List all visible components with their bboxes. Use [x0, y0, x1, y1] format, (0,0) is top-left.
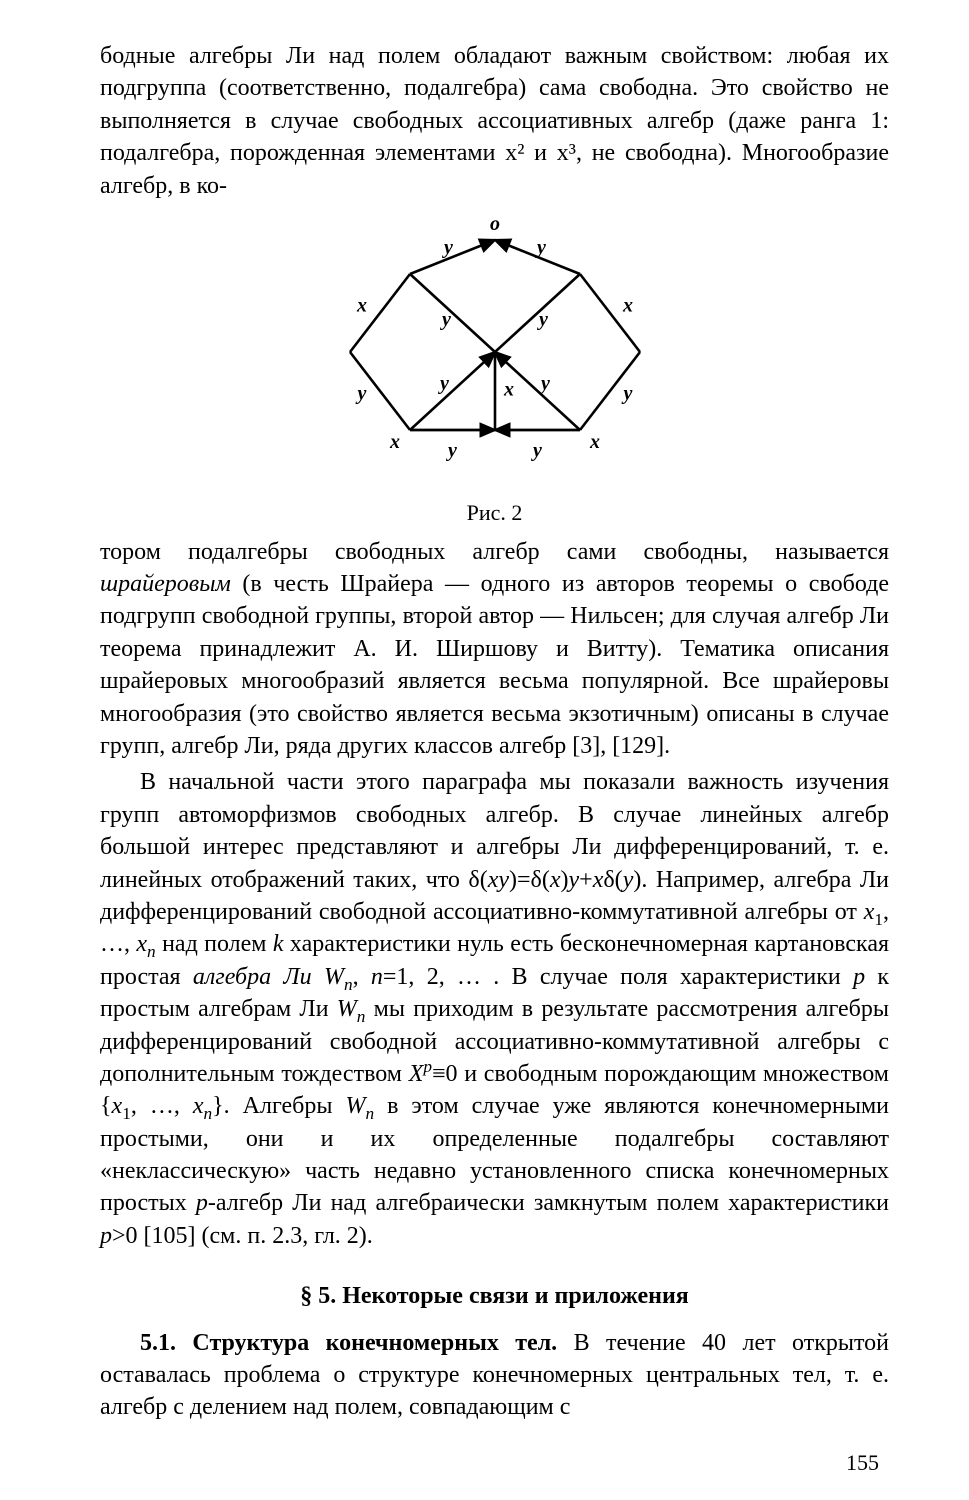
- m16: Wn: [345, 1093, 374, 1119]
- svg-text:x: x: [622, 295, 633, 317]
- p3-c: ): [561, 867, 569, 893]
- m1: xy: [488, 867, 509, 893]
- m9: Wn: [324, 964, 353, 990]
- figure-caption: Рис. 2: [100, 498, 889, 528]
- svg-text:x: x: [503, 379, 514, 401]
- m5: y: [623, 867, 634, 893]
- svg-text:x: x: [389, 431, 400, 453]
- m17: p: [196, 1190, 208, 1216]
- m18: p: [100, 1223, 112, 1249]
- svg-text:x: x: [589, 431, 600, 453]
- p3-l: =1, 2, … . В слу­чае поля характеристики: [383, 964, 853, 990]
- p3-ital: алгебра Ли: [193, 964, 312, 990]
- m12: Wn: [337, 996, 366, 1022]
- p2-italic: шрайеровым: [100, 571, 231, 597]
- svg-text:y: y: [355, 383, 366, 405]
- s2: 1: [122, 1104, 131, 1123]
- p3-q: }. Алгебры: [212, 1093, 345, 1119]
- svg-text:y: y: [621, 383, 632, 405]
- m3: y: [569, 867, 580, 893]
- svg-text:y: y: [446, 440, 457, 462]
- svg-text:y: y: [539, 373, 550, 395]
- p3-e: δ(: [603, 867, 622, 893]
- paragraph-4: 5.1. Структура конечномерных тел. В тече…: [100, 1327, 889, 1424]
- figure-2: y y x x y y y y y y x y y o x x Рис. 2: [100, 212, 889, 528]
- paragraph-2: тором подалгебры свободных алгебр сами с…: [100, 536, 889, 763]
- svg-text:x: x: [356, 295, 367, 317]
- p3-b: )=δ(: [509, 867, 550, 893]
- p3-p: , …,: [131, 1093, 193, 1119]
- p3-s: -алгебр Ли над алгебраически замкнутым п…: [208, 1190, 889, 1216]
- m13: Xp: [409, 1061, 432, 1087]
- svg-text:y: y: [438, 373, 449, 395]
- m6: x: [864, 899, 875, 925]
- p2-text-b: (в честь Шрайера — одного из авторов тео…: [100, 571, 889, 759]
- svg-text:y: y: [440, 309, 451, 331]
- p3-k: ,: [353, 964, 371, 990]
- svg-text:y: y: [442, 237, 453, 259]
- m10: n: [371, 964, 383, 990]
- svg-text:y: y: [535, 237, 546, 259]
- m14: x: [112, 1093, 123, 1119]
- svg-text:y: y: [531, 440, 542, 462]
- paragraph-3: В начальной части этого параграфа мы пок…: [100, 766, 889, 1252]
- svg-text:o: o: [490, 213, 500, 235]
- paragraph-1: бодные алгебры Ли над полем обладают важ…: [100, 40, 889, 202]
- s1: 1: [874, 910, 883, 929]
- p3-j: [312, 964, 324, 990]
- page: бодные алгебры Ли над полем обладают важ…: [0, 0, 969, 1500]
- m2: x: [550, 867, 561, 893]
- p2-text-a: тором подалгебры свободных алгебр сами с…: [100, 539, 889, 565]
- p3-d: +: [579, 867, 593, 893]
- p3-t: >0 [105] (см. п. 2.3, гл. 2).: [112, 1223, 373, 1249]
- p4-bold: 5.1. Структура конечномерных тел.: [140, 1330, 557, 1356]
- m11: p: [853, 964, 865, 990]
- m7: xn: [136, 931, 155, 957]
- svg-text:y: y: [537, 309, 548, 331]
- m8: k: [273, 931, 284, 957]
- figure-diagram: y y x x y y y y y y x y y o x x: [295, 212, 695, 492]
- m15: xn: [193, 1093, 212, 1119]
- m4: x: [593, 867, 604, 893]
- p3-h: над полем: [156, 931, 273, 957]
- section-heading: § 5. Некоторые связи и приложения: [100, 1280, 889, 1312]
- page-number: 155: [846, 1448, 879, 1478]
